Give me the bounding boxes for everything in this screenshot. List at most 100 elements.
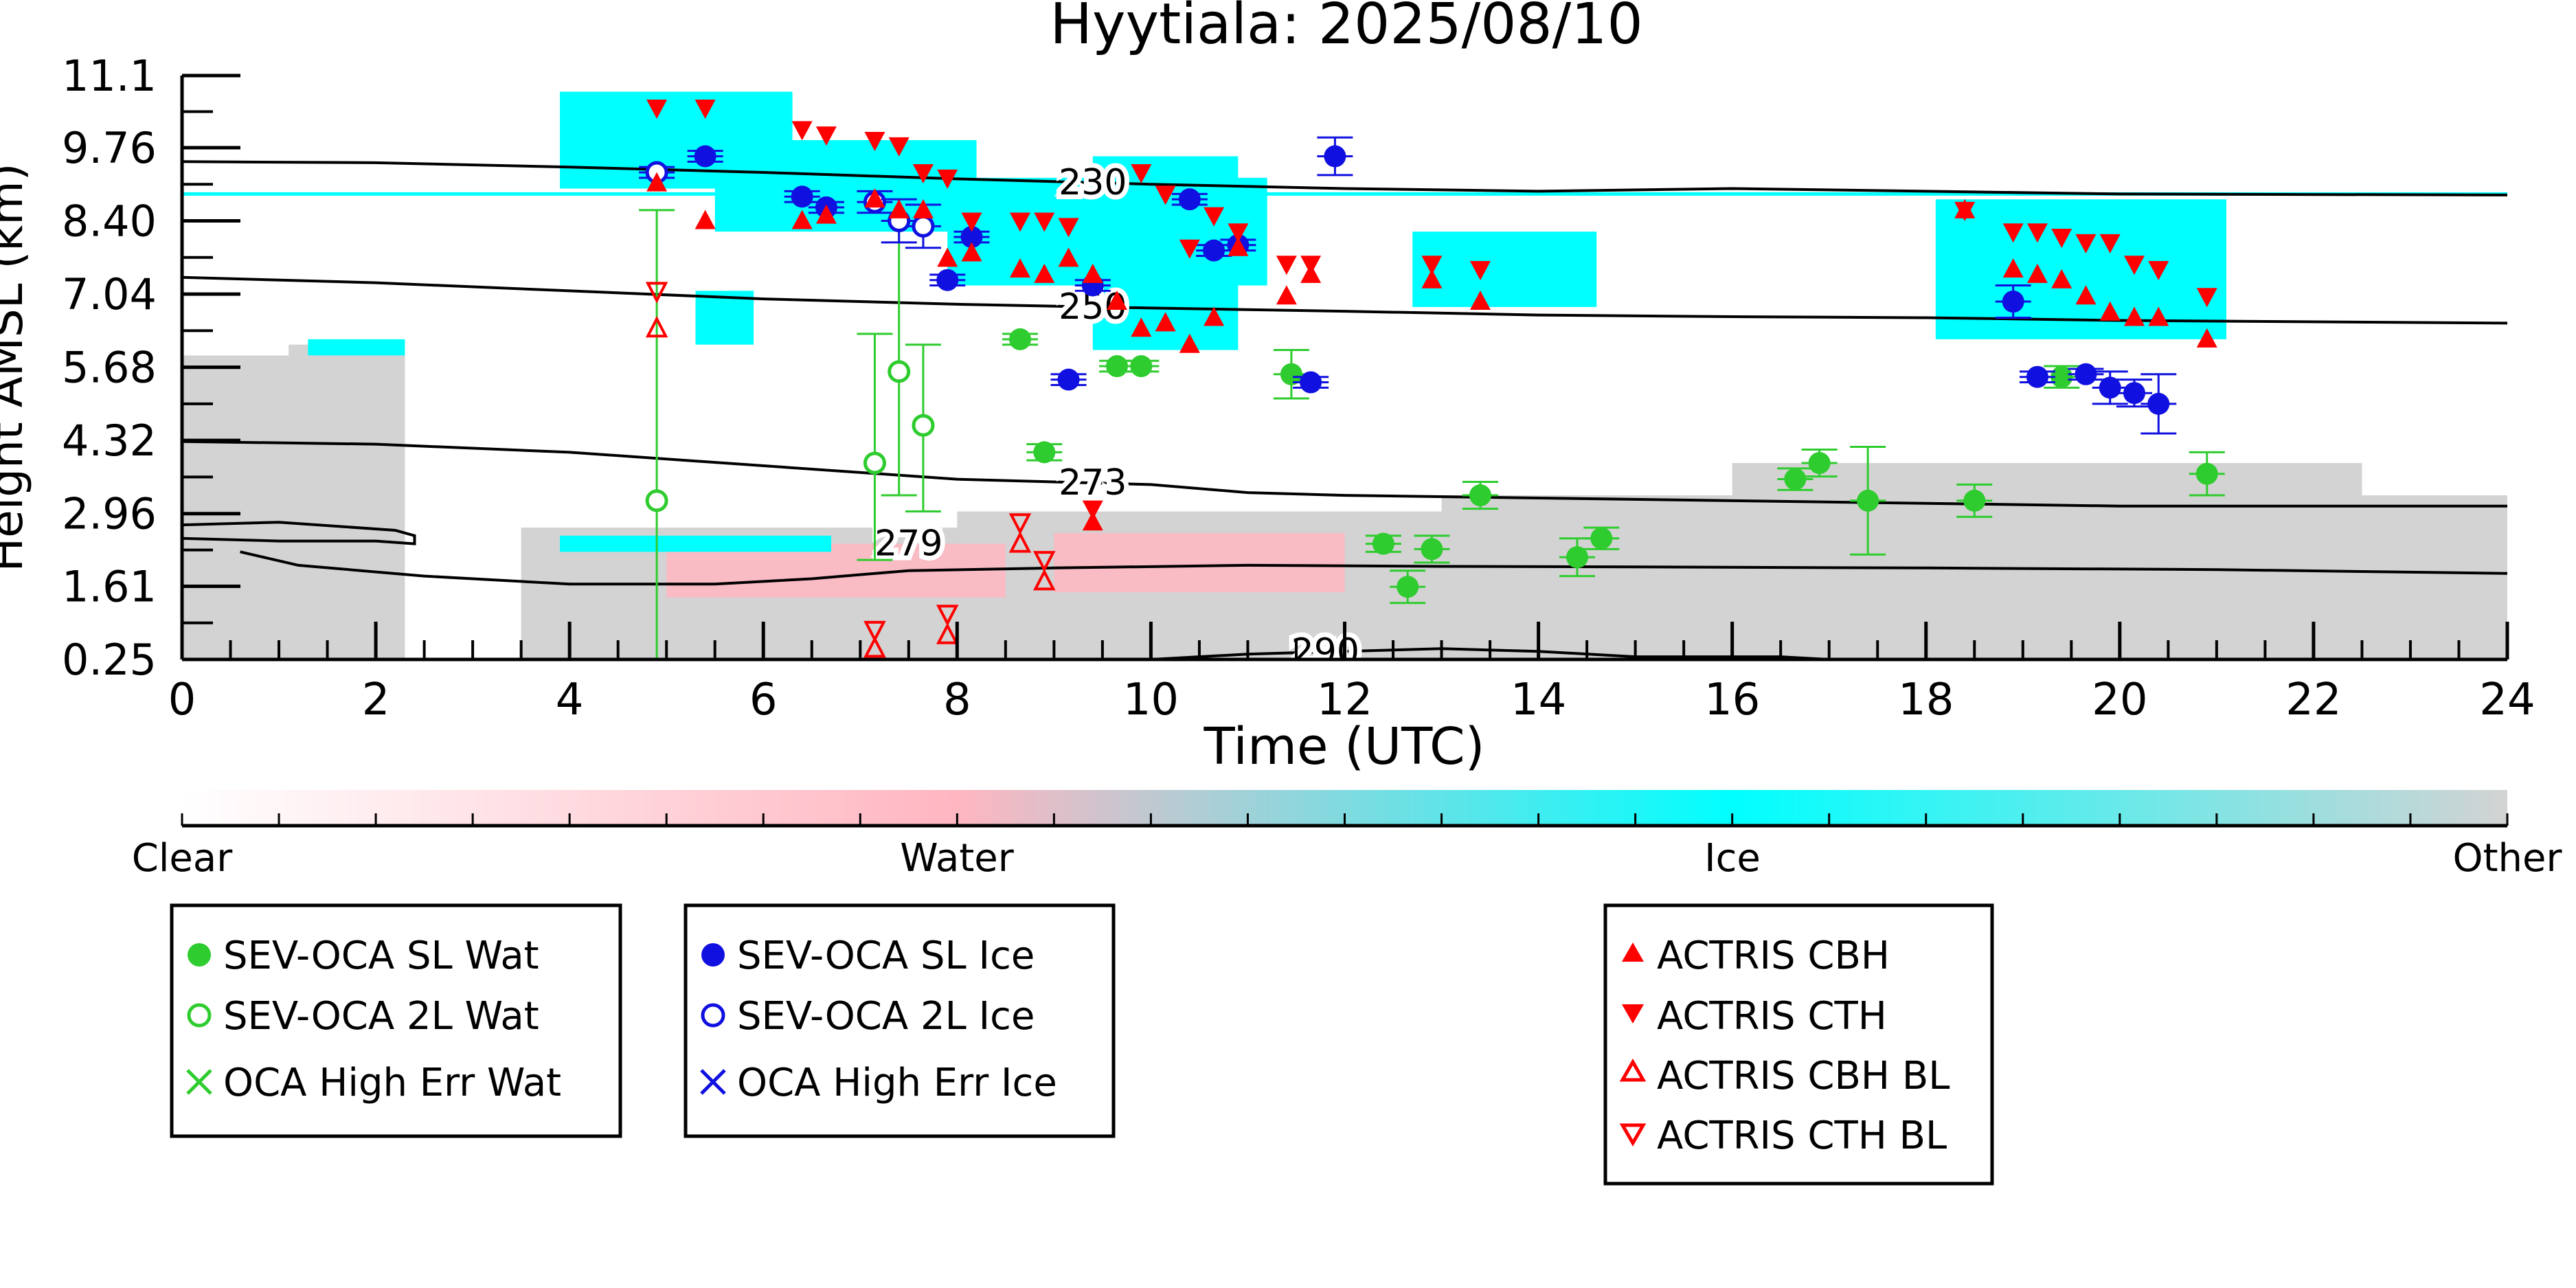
actris-cbh-bl-point <box>645 315 668 338</box>
actris-cth-point <box>1300 256 1322 275</box>
sev-oca-sl-wat-point <box>1106 355 1129 378</box>
region-other <box>289 344 405 517</box>
x-tick-label: 16 <box>1704 675 1760 725</box>
actris-cth-bl-point <box>645 282 668 304</box>
actris-cbh-point <box>1204 306 1225 326</box>
legend-ice-box <box>683 903 1116 1138</box>
actris-cth-point <box>791 121 813 141</box>
actris-cbh-bl-point <box>863 635 886 658</box>
legend-entry-sl-wat: SEV-OCA SL Wat <box>188 934 539 978</box>
sev-oca-sl-ice-point <box>1203 239 1225 262</box>
actris-cbh-point <box>694 210 716 229</box>
region-ice <box>308 339 405 356</box>
x-tick-label: 20 <box>2092 675 2147 725</box>
actris-cth-point <box>2099 234 2121 253</box>
sev-oca-sl-ice-point <box>2099 376 2121 399</box>
sev-oca-sl-wat-point <box>2050 365 2073 388</box>
legend-label-sl-wat: SEV-OCA SL Wat <box>223 934 539 978</box>
legend-marker-higherr-ice <box>700 1069 726 1095</box>
sev-oca-sl-ice-point <box>2026 365 2048 388</box>
actris-cth-point <box>912 164 934 184</box>
actris-cth-point <box>1082 500 1103 520</box>
x-ticks: 0 2 4 6 8 10 12 14 16 18 20 22 24 <box>168 622 2535 725</box>
legend-label-2l-wat: SEV-OCA 2L Wat <box>223 994 539 1039</box>
legend-entry-2l-ice: SEV-OCA 2L Ice <box>701 994 1035 1039</box>
actris-cth-point <box>1276 256 1297 275</box>
actris-cbh-point <box>937 247 958 267</box>
legend-marker-cth <box>1622 1004 1644 1024</box>
legend-label-cth: ACTRIS CTH <box>1657 994 1887 1039</box>
region-ice <box>714 140 977 232</box>
actris-cth-point <box>1131 164 1152 184</box>
legend-label-higherr-ice: OCA High Err Ice <box>737 1061 1057 1105</box>
colorbar-label-clear: Clear <box>132 836 233 881</box>
sev-oca-sl-wat-point <box>1421 538 1443 561</box>
colorbar-label-ice: Ice <box>1704 836 1761 881</box>
actris-cbh-point <box>1228 236 1249 256</box>
region-ice <box>1412 231 1597 307</box>
sev-oca-sl-ice-point <box>2123 382 2145 405</box>
legend-entry-2l-wat: SEV-OCA 2L Wat <box>187 994 539 1039</box>
legend-label-cth-bl: ACTRIS CTH BL <box>1657 1114 1947 1158</box>
sev-oca-sl-ice-point <box>1300 371 1322 394</box>
actris-cbh-bl-point <box>936 622 959 644</box>
actris-cth-point <box>1179 239 1200 259</box>
sev-oca-sl-wat-point <box>2195 462 2218 485</box>
actris-cbh-bl-point <box>1008 531 1032 553</box>
actris-cth-point <box>1155 185 1176 205</box>
actris-cbh-point <box>1131 317 1152 337</box>
sev-oca-sl-wat-point <box>1784 468 1807 490</box>
actris-cth-point <box>815 126 837 146</box>
sev-oca-sl-wat-point <box>1590 527 1613 550</box>
y-axis-label: Height AMSL (km) <box>0 163 33 572</box>
contour-label: 279 <box>874 523 942 565</box>
sev-oca-2l-wat-point <box>888 360 911 383</box>
legend-marker-cbh-bl <box>1619 1058 1647 1082</box>
actris-cbh-point <box>1107 291 1128 310</box>
sev-oca-sl-ice-point <box>694 145 716 168</box>
actris-cbh-point <box>1469 291 1491 310</box>
sev-oca-sl-wat-point <box>1280 363 1302 385</box>
sev-oca-sl-wat-point <box>1372 532 1394 555</box>
contour-label: 273 <box>1059 462 1127 504</box>
actris-cth-point <box>1469 261 1491 281</box>
x-tick-label: 0 <box>168 675 196 725</box>
legend-marker-cth-bl <box>1619 1123 1647 1147</box>
y-tick-label: 7.04 <box>62 269 157 319</box>
sev-oca-sl-wat-point <box>1033 441 1056 464</box>
colorbar-label-other: Other <box>2452 836 2562 881</box>
legend-label-higherr-wat: OCA High Err Wat <box>223 1061 561 1105</box>
y-tick-label: 1.61 <box>62 561 157 611</box>
sev-oca-sl-ice-point <box>1178 188 1201 211</box>
actris-cbh-point <box>2148 306 2169 326</box>
y-tick-label: 0.25 <box>62 635 157 685</box>
y-tick-label: 9.76 <box>62 123 157 173</box>
x-tick-label: 8 <box>943 675 971 725</box>
actris-cth-point <box>1228 223 1249 243</box>
legend-entry-cth-bl: ACTRIS CTH BL <box>1619 1114 1947 1158</box>
legend-entry-cbh-bl: ACTRIS CBH BL <box>1619 1054 1950 1098</box>
contour-line-250 <box>182 275 2507 325</box>
actris-cbh-bl-point <box>1032 569 1056 591</box>
x-tick-label: 14 <box>1511 675 1566 725</box>
contour-line-4 <box>240 550 2507 586</box>
actris-cth-point <box>1034 212 1055 232</box>
sev-oca-2l-wat-point <box>863 451 886 475</box>
actris-cbh-point <box>646 172 668 192</box>
actris-cth-point <box>694 100 716 120</box>
actris-cth-point <box>646 100 668 120</box>
actris-cth-point <box>2051 229 2072 249</box>
actris-cth-point <box>961 212 982 232</box>
x-tick-label: 22 <box>2285 675 2341 725</box>
x-tick-label: 24 <box>2479 675 2535 725</box>
x-tick-label: 4 <box>556 675 584 725</box>
region-ice <box>560 535 831 552</box>
region-ice <box>695 291 754 345</box>
sev-oca-sl-ice-point <box>1057 368 1080 391</box>
actris-cbh-point <box>864 188 885 208</box>
legend-label-sl-ice: SEV-OCA SL Ice <box>737 934 1035 978</box>
chart-title: Hyytiala: 2025/08/10 <box>1050 0 1642 57</box>
actris-cth-bl-point <box>863 620 886 643</box>
y-ticks: 0.25 1.61 2.96 4.32 5.68 7.04 8.40 9.76 11.1 <box>62 51 240 685</box>
